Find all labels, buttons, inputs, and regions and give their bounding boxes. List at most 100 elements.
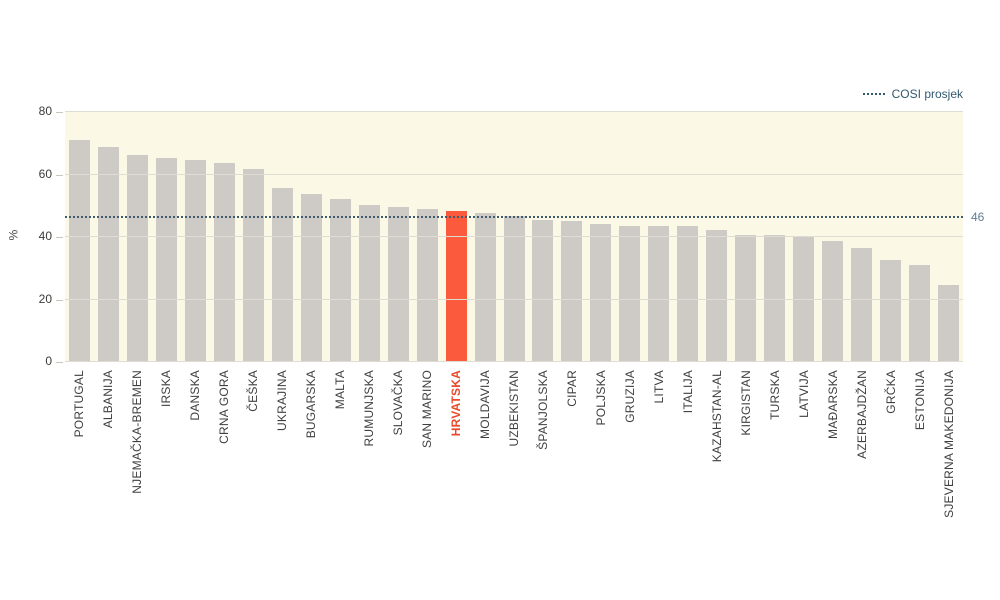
bar-uzbekistan[interactable] — [503, 216, 525, 362]
bar-azerbajd-an[interactable] — [851, 247, 873, 362]
gridline-80 — [65, 111, 963, 112]
x-label-gruzija: GRUZIJA — [622, 370, 637, 423]
bar-cell — [529, 112, 558, 362]
bar-cell — [557, 112, 586, 362]
x-label-cell: DANSKA — [181, 370, 210, 518]
x-label-cell: UZBEKISTAN — [500, 370, 529, 518]
bar-portugal[interactable] — [68, 140, 90, 362]
bar-cell — [876, 112, 905, 362]
x-label-cell: NJEMAČKA-BREMEN — [123, 370, 152, 518]
x-label-irska: IRSKA — [159, 370, 174, 408]
x-label-cell: ESTONIJA — [905, 370, 934, 518]
x-label-cell: RUMUNJSKA — [355, 370, 384, 518]
bar-njema-ka-bremen[interactable] — [126, 154, 148, 362]
x-label-cell: LITVA — [644, 370, 673, 518]
bar-cipar[interactable] — [561, 221, 583, 362]
x-label-ma-arska: MAĐARSKA — [825, 370, 840, 439]
y-tick-label-80: 80 — [38, 104, 52, 118]
bar-cell — [934, 112, 963, 362]
bar-italija[interactable] — [677, 226, 699, 362]
legend-item-cosi-prosjek[interactable]: COSI prosjek — [862, 87, 963, 101]
y-tick-mark — [56, 362, 63, 363]
x-label-ukrajina: UKRAJINA — [275, 370, 290, 431]
bar-kazahstan-al[interactable] — [706, 229, 728, 362]
x-label-kazahstan-al: KAZAHSTAN-AL — [709, 370, 724, 463]
x-label-cell: HRVATSKA — [442, 370, 471, 518]
bar--e-ka[interactable] — [242, 168, 264, 362]
x-label-moldavija: MOLDAVIJA — [478, 370, 493, 439]
bar-poljska[interactable] — [590, 224, 612, 362]
x-label-italija: ITALIJA — [680, 370, 695, 414]
x-label-litva: LITVA — [651, 370, 666, 404]
y-tick-label-40: 40 — [38, 229, 52, 243]
bar-cell — [644, 112, 673, 362]
bar-cell — [94, 112, 123, 362]
bar-cell — [905, 112, 934, 362]
x-axis-labels: PORTUGAL ALBANIJA NJEMAČKA-BREMEN IRSKA DANS… — [65, 370, 963, 518]
bar-bugarska[interactable] — [300, 193, 322, 362]
x-label-uzbekistan: UZBEKISTAN — [507, 370, 522, 447]
y-tick-label-60: 60 — [38, 166, 52, 181]
x-label-sjeverna-makedonija: SJEVERNA MAKEDONIJA — [941, 370, 956, 518]
y-tick-label-20: 20 — [38, 291, 52, 306]
bar-albanija[interactable] — [97, 147, 119, 362]
bar-malta[interactable] — [329, 199, 351, 362]
x-label-cell: BUGARSKA — [297, 370, 326, 518]
bar-danska[interactable] — [184, 160, 206, 362]
bar-kirgistan[interactable] — [735, 234, 757, 362]
x-label-cell: ŠPANJOLSKA — [529, 370, 558, 518]
bar-rumunjska[interactable] — [358, 204, 380, 362]
x-label-cell: SAN MARINO — [413, 370, 442, 518]
x-label-san-marino: SAN MARINO — [420, 370, 435, 449]
x-label-latvija: LATVIJA — [796, 370, 811, 418]
x-label-cell: UKRAJINA — [268, 370, 297, 518]
x-label-hrvatska: HRVATSKA — [449, 370, 464, 437]
bar-gr-ka[interactable] — [880, 260, 902, 362]
bar-cell — [152, 112, 181, 362]
x-label-cell: POLJSKA — [586, 370, 615, 518]
plot-area — [65, 111, 963, 362]
x-label-cell: KAZAHSTAN-AL — [702, 370, 731, 518]
bar-irska[interactable] — [155, 158, 177, 362]
gridline-40 — [65, 236, 963, 237]
x-label-cell: SLOVAČKA — [384, 370, 413, 518]
y-tick-mark — [56, 174, 63, 176]
bar-estonija[interactable] — [909, 264, 931, 362]
y-tick-mark — [56, 237, 63, 238]
x-label-cell: GRČKA — [876, 370, 905, 518]
x-label-cell: LATVIJA — [789, 370, 818, 518]
y-tick-mark — [56, 112, 63, 113]
x-label-turska: TURSKA — [767, 370, 782, 420]
x-label--e-ka: ČEŠKA — [246, 370, 261, 412]
gridline-20 — [65, 298, 963, 300]
bar-gruzija[interactable] — [619, 226, 641, 362]
x-label-slova-ka: SLOVAČKA — [391, 370, 406, 436]
bar-cell — [847, 112, 876, 362]
x-label-crna-gora: CRNA GORA — [217, 370, 232, 444]
bar-cell — [471, 112, 500, 362]
x-label-cell: CRNA GORA — [210, 370, 239, 518]
bar-cell — [355, 112, 384, 362]
bar-sjeverna-makedonija[interactable] — [938, 285, 960, 362]
bar-hrvatska[interactable] — [445, 210, 467, 362]
x-label-azerbajd-an: AZERBAJDŽAN — [854, 370, 869, 459]
bar-ma-arska[interactable] — [822, 240, 844, 362]
bar-crna-gora[interactable] — [213, 163, 235, 362]
bar-litva[interactable] — [648, 226, 670, 362]
bar-ukrajina[interactable] — [271, 188, 293, 362]
x-label-cell: MOLDAVIJA — [471, 370, 500, 518]
bar-cell — [586, 112, 615, 362]
bar-cell — [673, 112, 702, 362]
bar-series — [65, 112, 963, 362]
x-label-cell: TURSKA — [760, 370, 789, 518]
bar-san-marino[interactable] — [416, 209, 438, 362]
dotted-line-icon — [862, 93, 885, 95]
x-label-cell: GRUZIJA — [615, 370, 644, 518]
bar--panjolska[interactable] — [532, 219, 554, 362]
bar-cell — [818, 112, 847, 362]
x-label-kirgistan: KIRGISTAN — [738, 370, 753, 436]
bar-moldavija[interactable] — [474, 212, 496, 362]
x-label-cell: MALTA — [326, 370, 355, 518]
bar-slova-ka[interactable] — [387, 207, 409, 362]
